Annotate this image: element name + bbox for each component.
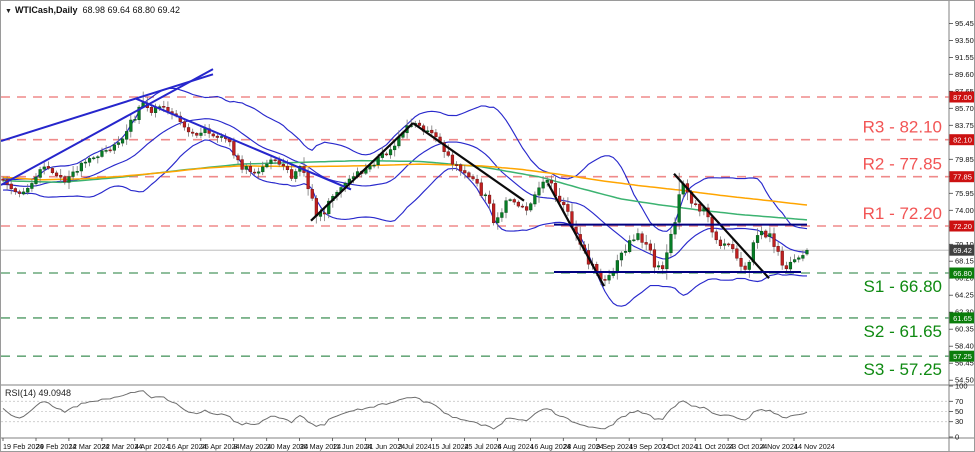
price-badge <box>949 267 974 279</box>
price-badge <box>949 350 974 362</box>
rsi-panel[interactable] <box>1 390 949 430</box>
svg-text:21 Jun 2024: 21 Jun 2024 <box>366 442 406 451</box>
svg-text:28 Aug 2024: 28 Aug 2024 <box>563 442 603 451</box>
svg-text:9 Sep 2024: 9 Sep 2024 <box>596 442 633 451</box>
svg-text:11 Jun 2024: 11 Jun 2024 <box>333 442 372 451</box>
ma-orange-line <box>2 163 808 206</box>
svg-text:29 Feb 2024: 29 Feb 2024 <box>36 442 76 451</box>
svg-text:14 Nov 2024: 14 Nov 2024 <box>794 442 835 451</box>
svg-text:100: 100 <box>955 382 968 391</box>
svg-text:8 May 2024: 8 May 2024 <box>234 442 272 451</box>
trendlines[interactable] <box>1 68 352 191</box>
svg-text:62.30: 62.30 <box>955 308 974 317</box>
price-badge <box>949 134 974 146</box>
svg-text:68.15: 68.15 <box>955 257 974 266</box>
svg-text:83.75: 83.75 <box>955 121 974 130</box>
svg-text:64.25: 64.25 <box>955 291 974 300</box>
svg-text:54.50: 54.50 <box>955 376 974 385</box>
svg-text:82.10: 82.10 <box>953 136 972 145</box>
svg-text:87.00: 87.00 <box>953 93 972 102</box>
svg-text:19 Sep 2024: 19 Sep 2024 <box>629 442 670 451</box>
svg-text:91.55: 91.55 <box>955 53 974 62</box>
resistance-label: R1 - 72.20 <box>863 204 942 223</box>
resistance-label: R3 - 82.10 <box>863 118 942 137</box>
price-badge <box>949 312 974 324</box>
chart-title: ▼ WTICash,Daily 68.98 69.64 68.80 69.42 <box>5 5 180 15</box>
rsi-indicator-label: RSI(14) 49.0948 <box>5 388 72 398</box>
svg-text:79.85: 79.85 <box>955 155 974 164</box>
horizontal-level-lines[interactable] <box>554 223 807 273</box>
quote-values: 68.98 69.64 68.80 69.42 <box>82 5 181 15</box>
svg-text:11 Oct 2024: 11 Oct 2024 <box>695 442 734 451</box>
svg-text:6 Aug 2024: 6 Aug 2024 <box>497 442 533 451</box>
svg-text:57.25: 57.25 <box>953 352 972 361</box>
svg-text:0: 0 <box>955 433 959 442</box>
support-label: S2 - 61.65 <box>864 322 942 341</box>
svg-text:15 Jul 2024: 15 Jul 2024 <box>431 442 468 451</box>
svg-text:16 Aug 2024: 16 Aug 2024 <box>530 442 570 451</box>
collapse-arrow-icon[interactable]: ▼ <box>5 8 12 15</box>
svg-text:70: 70 <box>955 397 963 406</box>
price-badge <box>949 91 974 103</box>
svg-text:26 Apr 2024: 26 Apr 2024 <box>201 442 240 451</box>
svg-text:77.85: 77.85 <box>953 173 972 182</box>
svg-text:30: 30 <box>955 417 963 426</box>
svg-text:87.65: 87.65 <box>955 87 974 96</box>
svg-text:56.45: 56.45 <box>955 359 974 368</box>
svg-text:1 Oct 2024: 1 Oct 2024 <box>662 442 697 451</box>
price-badge <box>949 244 974 256</box>
support-label: S3 - 57.25 <box>864 360 942 379</box>
svg-text:19 Feb 2024: 19 Feb 2024 <box>3 442 43 451</box>
svg-text:20 May 2024: 20 May 2024 <box>267 442 309 451</box>
svg-text:60.35: 60.35 <box>955 325 974 334</box>
svg-text:89.60: 89.60 <box>955 70 974 79</box>
svg-text:61.65: 61.65 <box>953 314 972 323</box>
price-badge <box>949 171 974 183</box>
support-label: S1 - 66.80 <box>864 277 942 296</box>
svg-text:30 May 2024: 30 May 2024 <box>300 442 342 451</box>
resistance-label: R2 - 77.85 <box>863 155 942 174</box>
symbol-period-label: WTICash,Daily <box>14 5 78 15</box>
svg-text:58.40: 58.40 <box>955 342 974 351</box>
svg-text:75.95: 75.95 <box>955 189 974 198</box>
svg-text:93.50: 93.50 <box>955 36 974 45</box>
svg-text:25 Jul 2024: 25 Jul 2024 <box>464 442 501 451</box>
zigzag-lines[interactable] <box>310 122 770 287</box>
svg-text:3 Jul 2024: 3 Jul 2024 <box>399 442 432 451</box>
svg-text:66.80: 66.80 <box>953 269 972 278</box>
price-axis[interactable]: 95.4593.5091.5589.6087.6585.7083.7581.80… <box>949 19 975 442</box>
svg-text:85.70: 85.70 <box>955 104 974 113</box>
svg-text:23 Oct 2024: 23 Oct 2024 <box>728 442 767 451</box>
svg-text:69.42: 69.42 <box>953 246 972 255</box>
svg-text:12 Mar 2024: 12 Mar 2024 <box>69 442 109 451</box>
rsi-line <box>2 390 808 430</box>
svg-text:4 Nov 2024: 4 Nov 2024 <box>761 442 798 451</box>
svg-text:22 Mar 2024: 22 Mar 2024 <box>102 442 142 451</box>
svg-text:95.45: 95.45 <box>955 19 974 28</box>
svg-text:50: 50 <box>955 407 963 416</box>
price-badge <box>949 220 974 232</box>
svg-text:70.10: 70.10 <box>955 240 974 249</box>
svg-text:72.20: 72.20 <box>953 222 972 231</box>
svg-text:74.00: 74.00 <box>955 206 974 215</box>
svg-text:16 Apr 2024: 16 Apr 2024 <box>168 442 207 451</box>
svg-text:4 Apr 2024: 4 Apr 2024 <box>135 442 170 451</box>
support-resistance-lines[interactable]: R3 - 82.10 R2 - 77.85 R1 - 72.20 S1 - 66.80… <box>1 96 949 379</box>
